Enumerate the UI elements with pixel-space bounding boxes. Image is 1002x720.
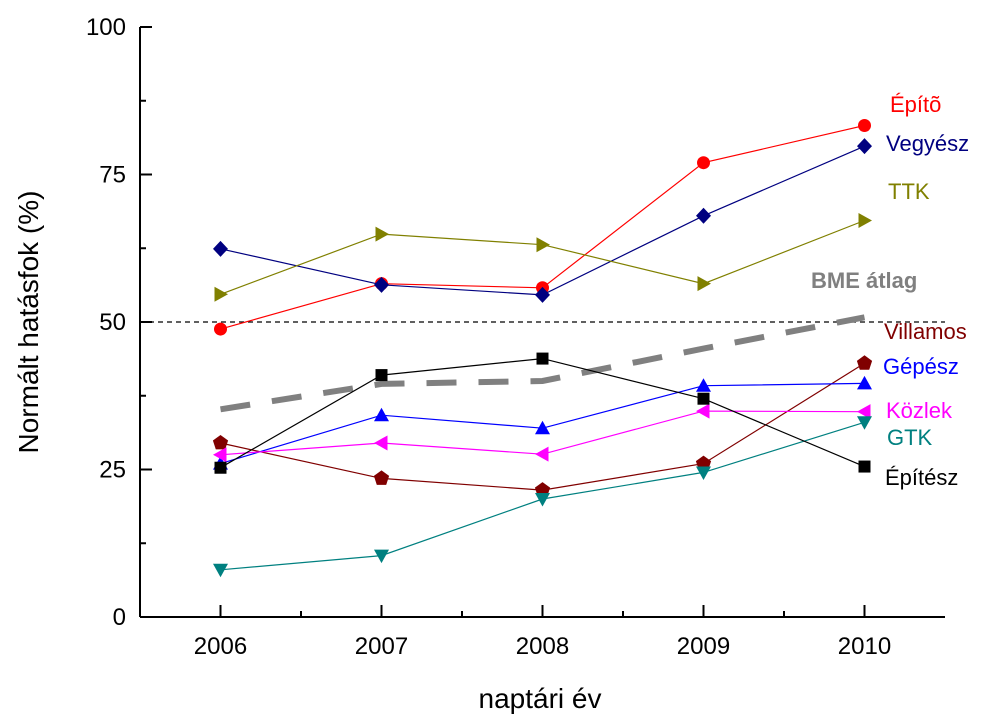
series-line: [220, 314, 866, 413]
y-tick-label: 75: [99, 162, 126, 189]
x-axis-title: naptári év: [479, 683, 602, 714]
data-point: [374, 435, 388, 451]
data-point: [696, 207, 711, 224]
data-point: [374, 549, 389, 564]
data-point: [535, 286, 550, 303]
series-GTK: [213, 416, 872, 578]
data-point: [857, 138, 872, 155]
x-tick-label: 2008: [516, 633, 569, 660]
data-point: [857, 416, 872, 430]
data-point: [535, 493, 550, 507]
y-tick-label: 25: [99, 457, 126, 484]
data-point: [214, 286, 228, 302]
series-TTK: [214, 213, 872, 302]
data-point: [536, 352, 549, 365]
data-point: [373, 470, 390, 485]
series-Közlek: [213, 403, 871, 463]
data-point: [857, 404, 871, 420]
x-tick-label: 2007: [355, 633, 408, 660]
data-point: [696, 403, 710, 419]
y-tick-label: 50: [99, 309, 126, 336]
data-point: [536, 237, 550, 253]
y-tick-label: 0: [113, 604, 126, 631]
series-label-GTK: GTK: [887, 425, 933, 450]
series-label-TTK: TTK: [888, 179, 930, 204]
data-point: [696, 466, 711, 480]
series-label-Villamos: Villamos: [884, 319, 967, 344]
data-point: [213, 563, 228, 578]
data-point: [697, 276, 711, 292]
data-point: [212, 434, 229, 450]
data-point: [214, 322, 227, 336]
data-point: [697, 156, 710, 170]
x-tick-label: 2010: [838, 633, 891, 660]
series-Építõ: [214, 119, 871, 336]
data-point: [697, 392, 710, 405]
series-label-BME átlag: BME átlag: [811, 268, 917, 293]
data-point: [213, 240, 228, 257]
y-axis-title: Normált hatásfok (%): [13, 191, 44, 454]
data-point: [858, 213, 872, 229]
data-point: [856, 355, 873, 370]
data-point: [214, 461, 227, 474]
data-point: [374, 276, 389, 293]
series-Vegyész: [213, 138, 872, 303]
series-line: [220, 145, 865, 296]
x-tick-label: 2006: [194, 633, 247, 660]
chart-marks: [212, 119, 873, 578]
series-labels: Építõ Vegyész TTK BME átlag Villamos Gépész Kö…: [811, 92, 969, 490]
series-label-Közlek: Közlek: [886, 398, 953, 423]
data-point: [375, 226, 389, 242]
data-point: [535, 420, 550, 435]
y-tick-label: 100: [86, 14, 126, 41]
data-point: [858, 460, 871, 473]
series-label-Építész: Építész: [885, 465, 958, 490]
data-point: [374, 407, 389, 422]
series-label-Gépész: Gépész: [883, 354, 959, 379]
data-point: [375, 369, 388, 382]
series-label-Építõ: Építõ: [890, 92, 941, 117]
data-point: [213, 447, 227, 463]
series-label-Vegyész: Vegyész: [886, 131, 969, 156]
series-BME átlag: [220, 314, 866, 413]
x-tick-label: 2009: [677, 633, 730, 660]
series-Építész: [214, 352, 871, 474]
axes: 0 25 50 75 100 2006 2007 2008 2009 2010: [86, 14, 945, 660]
data-point: [858, 119, 871, 133]
data-point: [696, 378, 711, 392]
data-point: [857, 375, 872, 390]
data-point: [535, 446, 549, 462]
